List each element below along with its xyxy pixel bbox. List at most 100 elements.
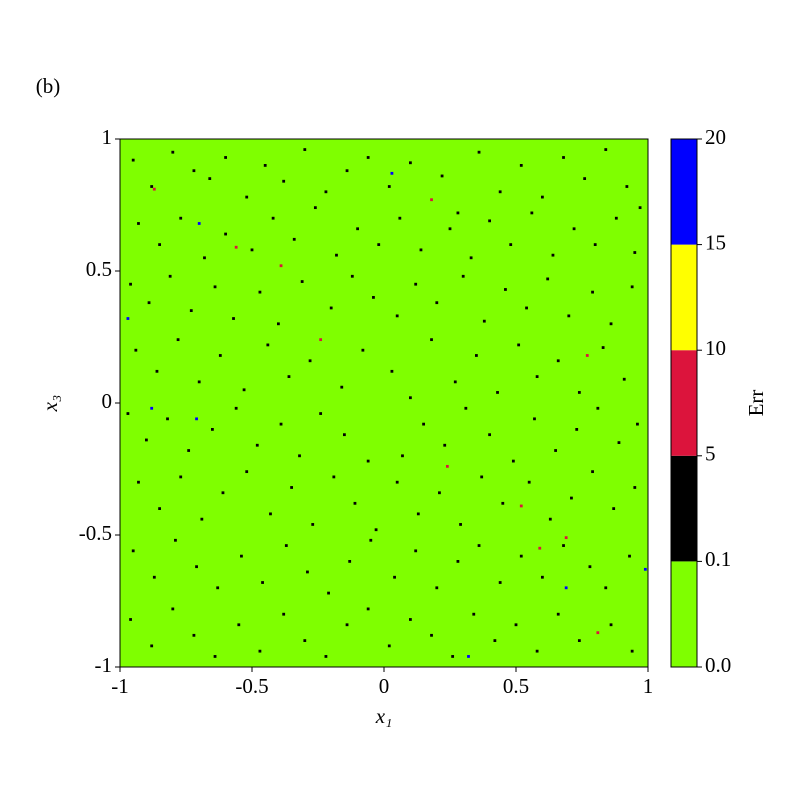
heatmap-cell [430, 198, 433, 202]
heatmap-cell [601, 346, 605, 349]
heatmap-cell [643, 567, 647, 571]
heatmap-cell [298, 454, 301, 458]
heatmap-cell [570, 496, 573, 500]
heatmap-cell [633, 251, 637, 254]
heatmap-cell [501, 501, 505, 505]
heatmap-cell [633, 486, 637, 489]
heatmap-cell [261, 581, 264, 584]
heatmap-cell [258, 649, 262, 653]
heatmap-cell [440, 174, 444, 178]
heatmap-cell [572, 227, 576, 231]
heatmap-cell [158, 507, 161, 510]
heatmap-cell [554, 449, 557, 452]
heatmap-cell [564, 536, 568, 540]
heatmap-cell [366, 459, 370, 463]
heatmap-cell [129, 282, 132, 286]
heatmap-cell [216, 586, 220, 590]
heatmap-cell [612, 507, 616, 510]
heatmap-cell [348, 560, 352, 563]
heatmap-cell [329, 306, 333, 310]
heatmap-cell [150, 185, 154, 188]
heatmap-cell [519, 554, 523, 558]
heatmap-cell [488, 219, 491, 223]
heatmap-cell [211, 428, 214, 431]
heatmap-cell [467, 655, 470, 658]
heatmap-cell [242, 388, 246, 392]
heatmap-cell [551, 253, 555, 257]
heatmap-cell [245, 470, 249, 474]
heatmap-cell [245, 195, 249, 199]
y-tick-label: -1 [95, 653, 113, 677]
heatmap-cell [525, 306, 528, 310]
heatmap-cell [137, 480, 140, 484]
heatmap-cell [609, 623, 613, 627]
colorbar-segment [671, 561, 697, 667]
heatmap-cell [398, 216, 402, 220]
heatmap-cell [208, 177, 212, 180]
heatmap-cell [335, 253, 338, 257]
heatmap-cell [456, 211, 460, 215]
heatmap-cell [171, 150, 175, 154]
heatmap-cell [583, 177, 587, 180]
heatmap-cell [395, 314, 399, 318]
heatmap-cell [303, 148, 307, 151]
heatmap-cell [263, 164, 267, 167]
heatmap-cell [459, 523, 462, 526]
heatmap-cell [414, 282, 418, 286]
heatmap-cell [604, 148, 608, 151]
heatmap-cell [609, 322, 613, 326]
heatmap-cell [137, 222, 140, 225]
heatmap-cell [533, 417, 536, 421]
heatmap-cell [519, 164, 523, 167]
heatmap-cell [390, 171, 394, 175]
heatmap-cell [279, 264, 283, 268]
heatmap-cell [409, 396, 412, 400]
heatmap-cell [319, 412, 323, 415]
heatmap-cell [327, 591, 330, 595]
heatmap-cell [218, 354, 222, 357]
heatmap-cell [292, 237, 296, 241]
heatmap-cell [387, 644, 391, 648]
heatmap-cell [480, 475, 484, 479]
heatmap-cell [628, 554, 631, 558]
heatmap-cell [195, 417, 198, 421]
heatmap-cell [200, 517, 204, 521]
colorbar-segment [671, 350, 697, 456]
heatmap-cell [461, 274, 465, 278]
heatmap-cell [332, 475, 336, 479]
heatmap-cell [195, 565, 198, 569]
heatmap-cell [324, 655, 328, 658]
heatmap-cell [622, 377, 626, 381]
heatmap-cell [453, 380, 457, 384]
heatmap-cell [158, 243, 161, 246]
heatmap-cell [562, 544, 565, 547]
heatmap-cell [126, 412, 130, 415]
heatmap-cell [585, 354, 589, 357]
heatmap-cell [287, 375, 291, 378]
x-tick-label: -0.5 [235, 674, 268, 698]
colorbar-segment [671, 455, 697, 562]
heatmap-cell [353, 501, 357, 505]
x-tick-label: 1 [643, 674, 654, 698]
heatmap-cell [527, 480, 531, 484]
colorbar-tick-label: 5 [705, 442, 716, 466]
heatmap-cell [414, 549, 418, 553]
colorbar-segment [671, 139, 697, 245]
heatmap-cell [240, 554, 243, 558]
heatmap-cell [636, 422, 639, 426]
heatmap-cell [541, 575, 544, 579]
heatmap-cell [530, 211, 534, 215]
heatmap-cell [213, 285, 217, 289]
heatmap-cell [237, 623, 241, 627]
x-axis-label: x₁ [375, 704, 393, 728]
y-tick-label: 0.5 [86, 257, 112, 281]
heatmap-cell [519, 504, 523, 508]
heatmap-cell [548, 517, 552, 521]
heatmap-cell [482, 319, 486, 323]
heatmap-cell [390, 369, 394, 373]
heatmap-cell [504, 288, 507, 291]
colorbar-tick-label: 0.1 [705, 547, 731, 571]
heatmap-cell [535, 375, 539, 378]
heatmap-cell [374, 528, 378, 532]
heatmap-cell [445, 464, 449, 468]
